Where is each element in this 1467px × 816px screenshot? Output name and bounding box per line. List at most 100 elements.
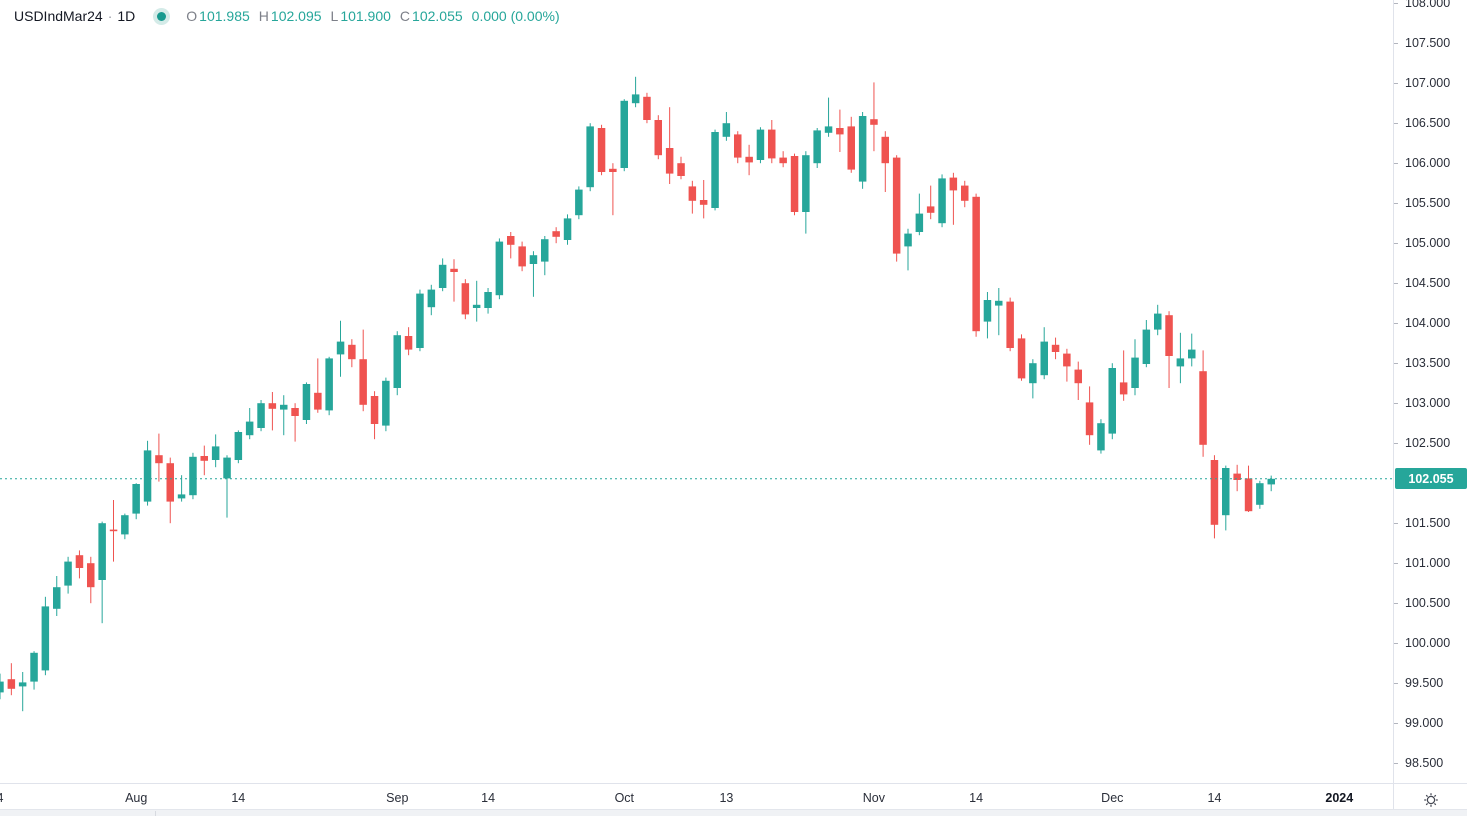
candle	[597, 124, 606, 176]
candle	[121, 513, 129, 540]
candle	[200, 445, 208, 476]
candle	[552, 227, 560, 244]
ohlc-values: O 101.985 H 102.095 L 101.900 C 102.055 0.00…	[186, 7, 559, 25]
time-axis-label: Oct	[614, 791, 635, 805]
candle	[938, 174, 946, 228]
candle	[234, 430, 243, 464]
candle	[291, 403, 299, 442]
candle	[177, 475, 186, 502]
close-value: C 102.055	[399, 8, 463, 24]
candle	[972, 193, 980, 337]
candle	[1040, 327, 1048, 380]
candle	[1222, 465, 1230, 531]
candle	[983, 292, 992, 339]
candle	[1063, 348, 1071, 382]
symbol-title[interactable]: USDIndMar24	[14, 8, 103, 24]
candle	[382, 377, 390, 432]
price-axis-tick	[1394, 762, 1398, 764]
price-axis-label: 107.500	[1405, 35, 1451, 50]
candle	[734, 131, 742, 164]
low-value: L 101.900	[330, 8, 391, 24]
time-axis-label: 2024	[1325, 791, 1354, 805]
price-axis-label: 99.500	[1405, 675, 1444, 690]
symbol-legend: USDIndMar24 · 1D O 101.985 H 102.095 L 101.…	[14, 7, 560, 25]
candle	[75, 550, 84, 579]
time-axis-label: Aug	[125, 791, 148, 805]
candle	[779, 151, 787, 168]
high-value: H 102.095	[258, 8, 322, 24]
price-axis-tick	[1394, 282, 1398, 284]
candle	[529, 251, 538, 297]
candle	[575, 186, 583, 220]
candle	[257, 400, 265, 432]
candle	[1074, 361, 1082, 400]
candle	[438, 258, 447, 292]
candle	[1029, 359, 1037, 399]
time-axis-label: 14	[969, 791, 984, 805]
price-axis-tick	[1394, 362, 1398, 364]
price-axis-tick	[1394, 602, 1398, 604]
price-axis-tick	[1394, 2, 1398, 4]
candle	[370, 391, 379, 440]
candle	[472, 280, 481, 322]
candle	[1119, 350, 1128, 401]
candle	[302, 382, 311, 424]
candle	[790, 153, 799, 216]
market-status-icon[interactable]	[153, 7, 171, 25]
candle	[53, 576, 61, 616]
candle	[348, 339, 356, 368]
price-axis-label: 100.000	[1405, 635, 1451, 650]
gear-icon	[1423, 793, 1438, 807]
candle	[541, 236, 549, 276]
candle	[166, 457, 174, 524]
price-axis[interactable]: 108.000 107.500 107.000 106.500 106.000 105.5…	[1393, 0, 1467, 783]
price-axis-label: 108.000	[1405, 0, 1451, 10]
candle	[1017, 334, 1026, 381]
candle	[881, 131, 889, 192]
price-axis-label: 105.000	[1405, 235, 1451, 250]
candle	[41, 596, 50, 676]
price-axis-tick	[1394, 442, 1398, 444]
candle	[109, 500, 118, 562]
time-axis-label: 14	[1207, 791, 1222, 805]
candle	[495, 238, 504, 300]
candle	[461, 279, 470, 320]
price-axis-label: 105.500	[1405, 195, 1451, 210]
candle	[722, 112, 731, 141]
candle	[18, 672, 27, 712]
price-axis-label: 99.000	[1405, 715, 1444, 730]
candle	[688, 180, 697, 214]
candle	[314, 358, 322, 413]
candle	[665, 107, 674, 184]
candle	[813, 128, 821, 168]
candle	[427, 284, 436, 316]
candle	[1006, 297, 1014, 352]
price-axis-label: 98.500	[1405, 755, 1444, 770]
candle	[189, 452, 197, 500]
candle	[30, 651, 38, 690]
candle	[359, 329, 367, 412]
candle	[1154, 304, 1162, 336]
candle	[98, 521, 106, 624]
interval-label[interactable]: 1D	[117, 8, 136, 24]
candle	[325, 356, 333, 416]
candle	[507, 232, 515, 259]
candle	[858, 112, 867, 189]
price-axis-tick	[1394, 42, 1398, 44]
candle	[1097, 419, 1105, 454]
candle	[64, 556, 72, 594]
price-axis-label: 103.500	[1405, 355, 1451, 370]
candle	[268, 392, 277, 431]
price-axis-tick	[1394, 122, 1398, 124]
candle	[7, 663, 16, 696]
time-axis-label: 14	[231, 791, 246, 805]
candle	[824, 97, 833, 137]
candle	[1085, 386, 1094, 445]
candle	[756, 127, 765, 164]
chart-canvas[interactable]	[0, 0, 1393, 783]
candle	[586, 123, 594, 192]
price-axis-tick	[1394, 722, 1398, 724]
candle	[1142, 320, 1151, 368]
legend-separator: ·	[107, 8, 113, 24]
bottom-panel-divider	[155, 811, 156, 816]
